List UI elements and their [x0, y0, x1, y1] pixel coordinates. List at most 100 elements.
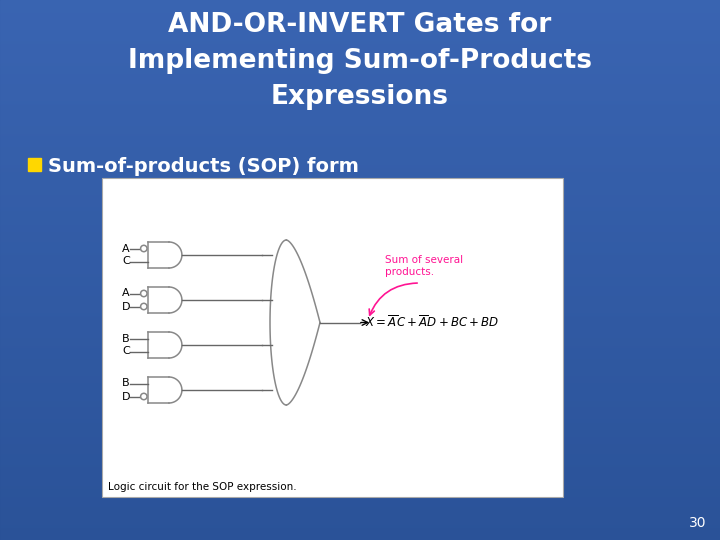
- Bar: [0, 165, 720, 166]
- Bar: [0, 241, 720, 242]
- Bar: [0, 257, 720, 258]
- Bar: [0, 33, 720, 34]
- Bar: [0, 217, 720, 218]
- Bar: [0, 152, 720, 153]
- Bar: [0, 480, 720, 481]
- Bar: [0, 126, 720, 127]
- Bar: [0, 438, 720, 439]
- Bar: [0, 43, 720, 44]
- Bar: [0, 387, 720, 388]
- Bar: [0, 279, 720, 280]
- Bar: [0, 499, 720, 500]
- Bar: [0, 486, 720, 487]
- Bar: [0, 351, 720, 352]
- Bar: [0, 179, 720, 180]
- Bar: [0, 478, 720, 479]
- Bar: [0, 400, 720, 401]
- Bar: [0, 20, 720, 21]
- Bar: [0, 407, 720, 408]
- Circle shape: [140, 303, 147, 310]
- Bar: [0, 382, 720, 383]
- Bar: [0, 424, 720, 425]
- Bar: [0, 81, 720, 82]
- Bar: [0, 456, 720, 457]
- Bar: [0, 338, 720, 339]
- Bar: [0, 180, 720, 181]
- Bar: [0, 506, 720, 507]
- Bar: [0, 32, 720, 33]
- Bar: [0, 341, 720, 342]
- Bar: [0, 162, 720, 163]
- Bar: [0, 96, 720, 97]
- Bar: [0, 437, 720, 438]
- Bar: [0, 255, 720, 256]
- Bar: [0, 263, 720, 264]
- Bar: [0, 353, 720, 354]
- Bar: [0, 405, 720, 406]
- Bar: [0, 278, 720, 279]
- Text: D: D: [122, 301, 130, 312]
- Bar: [0, 282, 720, 283]
- Bar: [0, 310, 720, 311]
- Bar: [0, 496, 720, 497]
- Bar: [0, 444, 720, 445]
- Bar: [0, 204, 720, 205]
- Bar: [0, 176, 720, 177]
- Bar: [0, 359, 720, 360]
- Bar: [0, 344, 720, 345]
- Bar: [0, 144, 720, 145]
- Bar: [0, 109, 720, 110]
- Bar: [0, 297, 720, 298]
- Bar: [0, 451, 720, 452]
- Bar: [0, 105, 720, 106]
- Bar: [0, 328, 720, 329]
- Bar: [0, 261, 720, 262]
- Bar: [0, 166, 720, 167]
- Bar: [0, 484, 720, 485]
- Text: $X = \overline{A}C + \overline{A}D + BC + BD$: $X = \overline{A}C + \overline{A}D + BC …: [365, 314, 500, 330]
- Bar: [0, 215, 720, 216]
- Bar: [0, 511, 720, 512]
- Bar: [0, 1, 720, 2]
- Bar: [0, 143, 720, 144]
- Bar: [0, 28, 720, 29]
- Bar: [0, 383, 720, 384]
- Bar: [0, 447, 720, 448]
- Bar: [0, 325, 720, 326]
- Bar: [0, 527, 720, 528]
- Bar: [0, 416, 720, 417]
- Bar: [0, 473, 720, 474]
- Bar: [0, 118, 720, 119]
- Circle shape: [140, 291, 147, 296]
- Bar: [0, 274, 720, 275]
- Bar: [0, 103, 720, 104]
- Bar: [0, 411, 720, 412]
- Bar: [0, 262, 720, 263]
- Bar: [0, 71, 720, 72]
- Bar: [0, 472, 720, 473]
- Bar: [0, 93, 720, 94]
- Bar: [0, 34, 720, 35]
- Bar: [0, 137, 720, 138]
- Bar: [0, 149, 720, 150]
- Bar: [0, 60, 720, 61]
- Bar: [0, 430, 720, 431]
- Bar: [0, 113, 720, 114]
- Bar: [0, 122, 720, 123]
- Bar: [0, 59, 720, 60]
- Bar: [0, 354, 720, 355]
- Bar: [0, 196, 720, 197]
- Bar: [0, 318, 720, 319]
- Bar: [0, 119, 720, 120]
- Bar: [0, 500, 720, 501]
- Bar: [0, 136, 720, 137]
- Bar: [0, 51, 720, 52]
- Bar: [0, 386, 720, 387]
- Bar: [0, 265, 720, 266]
- Bar: [0, 55, 720, 56]
- Bar: [0, 515, 720, 516]
- Bar: [0, 454, 720, 455]
- Bar: [0, 8, 720, 9]
- Text: B: B: [122, 334, 130, 343]
- Bar: [0, 461, 720, 462]
